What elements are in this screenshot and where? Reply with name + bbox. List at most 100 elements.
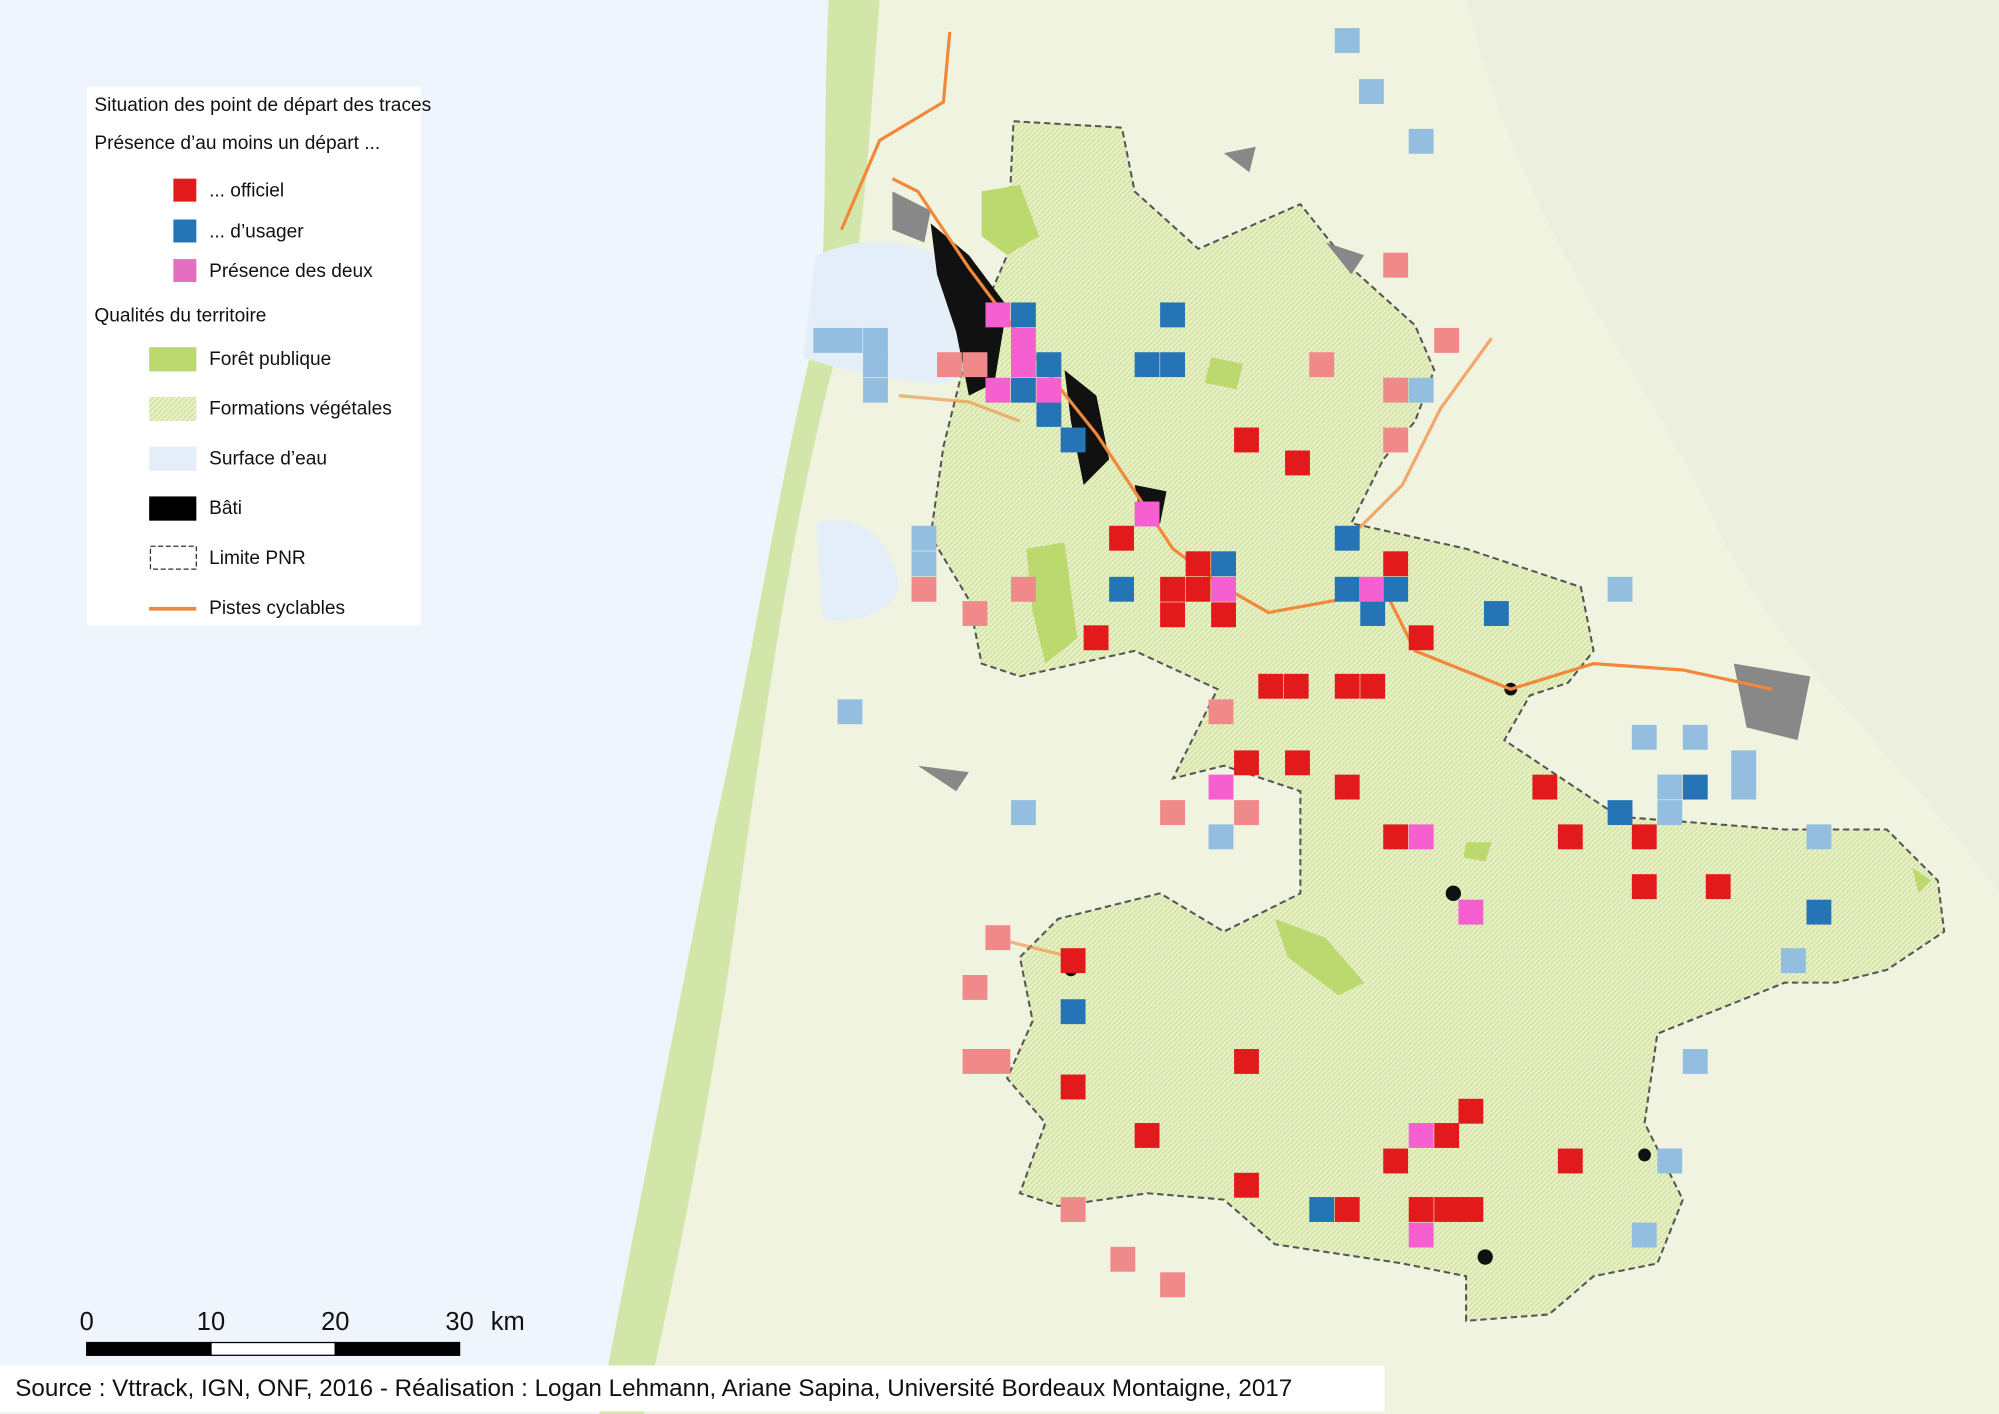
legend-swatch xyxy=(173,259,197,283)
cell-official-minor xyxy=(1060,1197,1086,1222)
cell-official-minor xyxy=(1434,327,1460,353)
cell-official xyxy=(1408,625,1434,651)
cell-user-minor xyxy=(863,377,888,403)
cell-official xyxy=(1557,1148,1583,1174)
cell-official-minor xyxy=(937,352,962,378)
cell-official-minor xyxy=(1383,427,1409,453)
legend-swatch xyxy=(149,347,197,372)
cell-official xyxy=(1705,874,1731,900)
cell-official xyxy=(1234,1049,1259,1074)
forest-patch xyxy=(1026,542,1078,664)
forest-patch xyxy=(1204,357,1244,390)
cell-official-minor xyxy=(985,925,1011,951)
cell-official xyxy=(1434,1123,1460,1148)
cell-user xyxy=(1360,601,1386,626)
lake xyxy=(815,519,899,621)
cell-user-minor xyxy=(1359,79,1384,105)
legend-label: Forêt publique xyxy=(209,349,331,370)
cell-official xyxy=(1283,673,1309,699)
cell-both xyxy=(1408,824,1434,850)
legend-swatch xyxy=(173,178,197,202)
legend-swatch xyxy=(149,545,197,570)
built-area xyxy=(1064,370,1110,485)
cell-user-minor xyxy=(837,699,863,725)
cell-user xyxy=(1160,352,1185,378)
cell-user xyxy=(1483,601,1509,626)
cell-user xyxy=(1309,1197,1335,1222)
cell-both xyxy=(1458,899,1484,925)
built-area xyxy=(1638,1148,1651,1162)
built-area xyxy=(1325,242,1365,275)
cell-official-minor xyxy=(1160,1272,1185,1298)
legend-label: ... d’usager xyxy=(209,221,304,242)
cell-user-minor xyxy=(911,525,937,551)
cell-user xyxy=(1334,576,1360,602)
pnr-limit xyxy=(929,120,1946,1322)
legend-section: Qualités du territoire xyxy=(94,306,266,327)
cell-official-minor xyxy=(962,974,988,1000)
built-outside xyxy=(892,146,1811,792)
cell-official-minor xyxy=(1383,252,1409,278)
cell-official-minor xyxy=(1208,699,1234,725)
scale-segment xyxy=(86,1341,212,1356)
built-area xyxy=(892,191,931,243)
cell-official-minor xyxy=(1010,576,1036,602)
cell-user-minor xyxy=(1657,774,1683,800)
built-area xyxy=(1477,1249,1493,1265)
cell-official xyxy=(1383,551,1409,577)
cell-official xyxy=(1631,874,1657,900)
forest-patch xyxy=(1274,918,1365,996)
cell-user-minor xyxy=(1731,750,1757,776)
cell-official xyxy=(1160,602,1185,628)
cell-user-minor xyxy=(1408,377,1434,403)
scale-label: 30 xyxy=(445,1308,473,1336)
cell-official xyxy=(1060,948,1086,974)
cell-both xyxy=(1408,1123,1434,1148)
cell-official xyxy=(1285,450,1310,476)
cell-user-minor xyxy=(1657,1148,1683,1174)
source: Source : Vttrack, IGN, ONF, 2016 - Réali… xyxy=(15,1375,1292,1402)
cell-user-minor xyxy=(863,352,888,378)
cell-official xyxy=(1060,1074,1086,1100)
cycle-path xyxy=(1350,337,1493,538)
cell-official xyxy=(1185,576,1211,602)
scale-segment xyxy=(334,1341,461,1356)
cell-user-minor xyxy=(837,327,863,353)
scale-unit: km xyxy=(491,1308,525,1336)
cell-official-minor xyxy=(1160,800,1185,826)
cell-user-minor xyxy=(1408,128,1434,154)
scale-label: 0 xyxy=(80,1308,94,1336)
cell-user-minor xyxy=(1657,800,1683,826)
scale-bar: km 0 10 20 30 xyxy=(80,1308,525,1356)
cell-official-minor xyxy=(1383,377,1409,403)
cell-official xyxy=(1383,824,1409,850)
cell-official xyxy=(1408,1197,1434,1222)
cell-user-minor xyxy=(1334,28,1360,53)
legend-swatch xyxy=(173,219,197,243)
cell-official xyxy=(1532,774,1558,800)
cell-official xyxy=(1258,673,1284,699)
cell-official xyxy=(1134,1123,1160,1148)
legend-label: Surface d’eau xyxy=(209,448,327,469)
cycle-path xyxy=(898,394,1021,423)
cell-user-minor xyxy=(1208,824,1234,850)
built-area xyxy=(917,765,969,792)
legend: Situation des point de départ des traces… xyxy=(86,86,431,626)
cell-official xyxy=(1334,1197,1360,1222)
cell-official xyxy=(1458,1098,1484,1124)
legend-swatch xyxy=(149,496,197,521)
cell-both xyxy=(1010,352,1036,378)
cell-user-minor xyxy=(1682,724,1708,750)
legend-box xyxy=(86,86,421,626)
legend-swatch xyxy=(149,396,197,422)
cell-official xyxy=(1185,551,1211,577)
cell-user-minor xyxy=(911,551,937,577)
cell-user-minor xyxy=(813,327,839,353)
cell-both xyxy=(1208,774,1234,800)
built-area xyxy=(1223,146,1256,173)
legend-subtitle: Présence d’au moins un départ ... xyxy=(94,133,380,154)
scale-label: 10 xyxy=(197,1308,225,1336)
cell-both xyxy=(1036,377,1062,403)
